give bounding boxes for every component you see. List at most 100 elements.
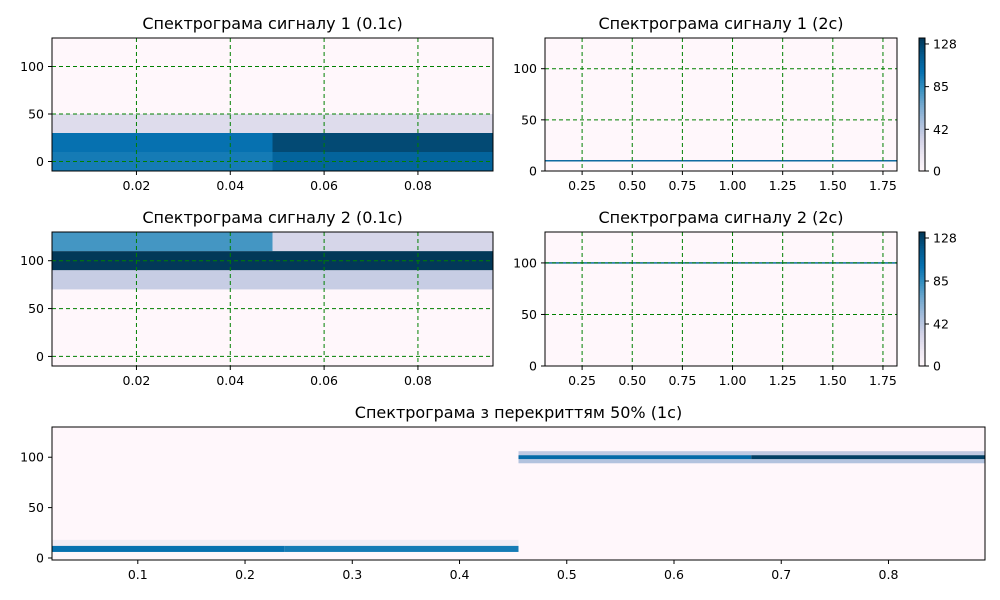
colorbar-frame [918, 231, 926, 367]
colorbar-segment [919, 361, 925, 365]
x-tick-label: 0.7 [771, 567, 791, 582]
y-tick-label: 100 [513, 61, 537, 76]
plot-frame [544, 231, 898, 367]
x-tick-label: 0.04 [216, 178, 244, 193]
colorbar-segment [919, 131, 925, 134]
colorbar-segment [919, 339, 925, 343]
heatmap-cell [518, 459, 985, 464]
chart-s1_short: 0.02 0.04 0.06 0.08 0 50 100 Спектрограма сигна… [20, 14, 494, 193]
chart-s2_long: 0.25 0.50 0.75 1.00 1.25 1.50 1.75 0 50 100 Спектр… [513, 208, 957, 388]
colorbar-segment [919, 343, 925, 347]
y-tick-label: 100 [513, 255, 537, 270]
colorbar-segment [919, 117, 925, 121]
colorbar-segment [919, 359, 925, 363]
x-tick-label: 0.5 [557, 567, 577, 582]
colorbar-segment [919, 124, 925, 128]
x-tick-label: 0.1 [128, 567, 148, 582]
colorbar-segment [919, 240, 925, 244]
colorbar-tick-label: 85 [933, 79, 949, 94]
colorbar-tick-label: 128 [933, 36, 957, 51]
x-tick-label: 0.25 [568, 178, 596, 193]
colorbar-segment [919, 69, 925, 72]
heatmap-cell [52, 152, 273, 171]
colorbar-segment [919, 325, 925, 329]
colorbar-segment [919, 345, 925, 349]
chart-s2_short: 0.02 0.04 0.06 0.08 0 50 100 Спектрограма сигна… [20, 208, 494, 388]
colorbar-segment [919, 247, 925, 251]
colorbar-segment [919, 66, 925, 70]
colorbar-segment [919, 232, 925, 235]
colorbar-segment [919, 51, 925, 55]
colorbar-segment [919, 274, 925, 278]
colorbar-segment [919, 97, 925, 101]
heatmap-cell [518, 451, 985, 456]
colorbar-segment [919, 102, 925, 106]
colorbar-segment [919, 77, 925, 81]
colorbar: 0 42 85 128 [918, 231, 957, 374]
colorbar-segment [919, 137, 925, 141]
colorbar-segment [919, 354, 925, 358]
colorbar-segment [919, 42, 925, 46]
plot-frame [51, 37, 494, 172]
y-tick-label: 50 [521, 112, 537, 127]
colorbar-segment [919, 263, 925, 267]
colorbar-segment [919, 122, 925, 126]
colorbar-segment [919, 84, 925, 88]
y-tick-label: 100 [20, 450, 44, 465]
x-tick-label: 1.50 [819, 178, 847, 193]
colorbar-segment [919, 283, 925, 287]
x-tick-label: 0.06 [310, 373, 338, 388]
colorbar-segment [919, 133, 925, 137]
x-tick-label: 0.08 [404, 373, 432, 388]
colorbar-segment [919, 159, 925, 163]
colorbar-segment [919, 95, 925, 99]
heatmap-cell [52, 270, 493, 290]
colorbar-segment [919, 301, 925, 305]
colorbar-segment [919, 278, 925, 282]
colorbar-segment [919, 80, 925, 83]
colorbar-segment [919, 348, 925, 351]
colorbar-segment [919, 71, 925, 75]
chart-s1_long: 0.25 0.50 0.75 1.00 1.25 1.50 1.75 0 50 100 Спектр… [513, 14, 957, 193]
chart-title: Спектрограма сигналу 1 (0.1с) [142, 14, 402, 33]
plot-background [52, 427, 985, 560]
colorbar-segment [919, 168, 925, 172]
y-tick-label: 50 [28, 301, 44, 316]
colorbar-segment [919, 91, 925, 95]
colorbar-segment [919, 49, 925, 52]
y-tick-label: 50 [28, 500, 44, 515]
y-tick-label: 100 [20, 253, 44, 268]
colorbar-segment [919, 60, 925, 63]
colorbar-segment [919, 100, 925, 103]
plot-frame [51, 426, 986, 561]
x-tick-label: 1.00 [719, 178, 747, 193]
colorbar-segment [919, 305, 925, 309]
colorbar-segment [919, 236, 925, 240]
colorbar-segment [919, 38, 925, 41]
colorbar-segment [919, 126, 925, 130]
colorbar-segment [919, 144, 925, 148]
colorbar-segment [919, 166, 925, 170]
x-tick-label: 0.04 [216, 373, 244, 388]
colorbar-segment [919, 142, 925, 145]
x-tick-label: 0.06 [310, 178, 338, 193]
colorbar-segment [919, 307, 925, 311]
y-tick-label: 0 [36, 550, 44, 565]
colorbar-tick-label: 0 [933, 164, 941, 179]
colorbar-segment [919, 350, 925, 354]
colorbar-segment [919, 53, 925, 57]
x-tick-label: 1.00 [719, 373, 747, 388]
colorbar-segment [919, 363, 925, 367]
chart-title: Спектрограма з перекриттям 50% (1с) [355, 403, 682, 422]
heatmap-cell [52, 232, 273, 252]
x-tick-label: 0.02 [123, 373, 151, 388]
chart-overlap: 0.1 0.2 0.3 0.4 0.5 0.6 0.7 0.8 0 50 100 Спектрогра… [20, 403, 986, 582]
x-tick-label: 1.25 [769, 373, 797, 388]
y-tick-label: 0 [529, 359, 537, 374]
colorbar-segment [919, 108, 925, 112]
plot-background [545, 232, 897, 366]
colorbar-segment [919, 256, 925, 260]
y-tick-label: 0 [529, 164, 537, 179]
colorbar-segment [919, 290, 925, 293]
